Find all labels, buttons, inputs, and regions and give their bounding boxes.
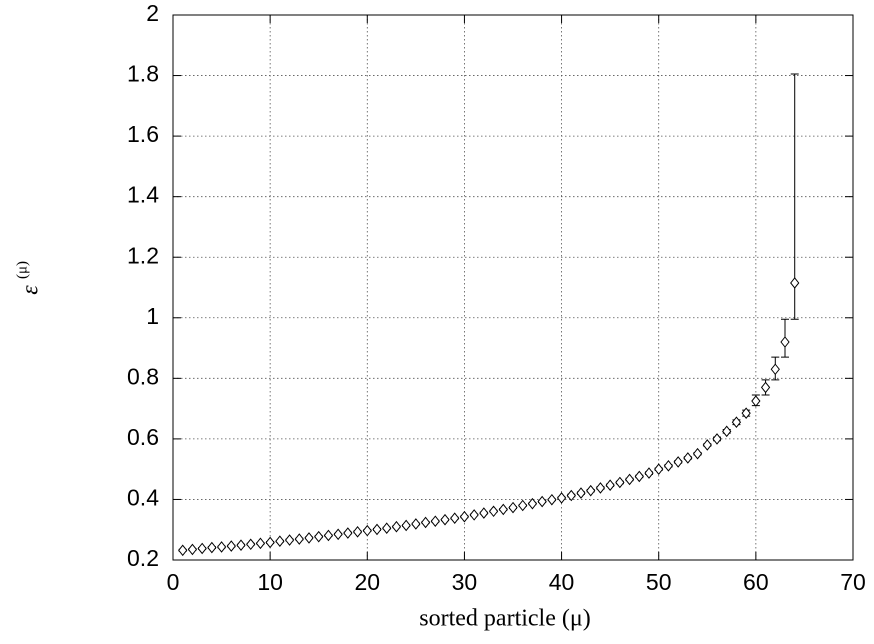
marker [459, 510, 470, 523]
marker [566, 489, 576, 502]
marker [547, 493, 557, 506]
y-tick-label: 1.8 [127, 61, 159, 87]
marker [615, 476, 625, 489]
marker [420, 516, 431, 529]
marker [411, 518, 421, 530]
marker [275, 535, 285, 548]
x-tick-label: 20 [354, 569, 380, 595]
marker [770, 363, 780, 376]
marker [537, 495, 547, 508]
marker [634, 470, 644, 483]
y-axis-label: ε [18, 285, 44, 295]
x-tick-label: 0 [167, 569, 180, 595]
marker [760, 381, 771, 394]
y-tick-label: 0.2 [127, 545, 159, 571]
marker [207, 541, 217, 554]
x-tick-label: 40 [549, 569, 575, 595]
marker [450, 512, 460, 525]
marker [673, 456, 683, 468]
marker [586, 484, 596, 497]
marker [236, 539, 246, 551]
y-tick-label: 1.6 [127, 121, 159, 147]
plot-frame [172, 14, 854, 561]
marker [362, 524, 372, 537]
x-axis-label: sorted particle (μ) [419, 606, 590, 632]
marker [294, 533, 304, 545]
marker [333, 528, 343, 541]
marker [352, 526, 363, 538]
marker [178, 544, 188, 557]
y-tick-label: 2 [146, 0, 159, 26]
marker [382, 522, 392, 535]
marker [323, 529, 334, 542]
marker [731, 416, 742, 429]
x-tick-label: 60 [743, 569, 769, 595]
marker [197, 542, 207, 555]
marker [343, 527, 353, 539]
marker [605, 479, 615, 492]
marker [372, 523, 382, 536]
marker [498, 503, 508, 516]
marker [304, 532, 314, 544]
marker [712, 433, 722, 445]
marker [692, 447, 703, 460]
marker [780, 336, 790, 348]
marker [751, 395, 761, 407]
marker [595, 482, 606, 494]
marker [518, 499, 528, 512]
marker [401, 519, 411, 532]
marker [216, 541, 227, 553]
marker [314, 530, 324, 543]
marker [479, 507, 489, 519]
marker [683, 452, 693, 464]
marker [284, 534, 295, 546]
marker [722, 425, 732, 438]
y-tick-label: 1.2 [127, 242, 159, 268]
y-tick-label: 0.4 [127, 485, 159, 511]
marker [702, 439, 712, 451]
marker [430, 515, 440, 528]
y-tick-label: 0.8 [127, 363, 159, 389]
x-tick-label: 50 [646, 569, 672, 595]
marker [265, 536, 275, 549]
marker [556, 492, 567, 504]
marker [654, 463, 664, 475]
marker [488, 505, 499, 518]
marker [790, 277, 800, 289]
marker [624, 473, 635, 486]
marker [576, 487, 586, 499]
marker [246, 538, 256, 551]
marker [255, 537, 266, 550]
marker [226, 540, 236, 552]
marker [741, 407, 751, 419]
marker [469, 509, 479, 521]
x-tick-label: 70 [840, 569, 866, 595]
marker [663, 460, 674, 472]
marker [391, 520, 402, 533]
x-tick-label: 30 [452, 569, 478, 595]
marker [527, 497, 538, 510]
y-tick-label: 0.6 [127, 424, 159, 450]
y-tick-label: 1 [146, 303, 159, 329]
marker [644, 467, 654, 479]
marker [440, 513, 450, 526]
x-tick-label: 10 [257, 569, 283, 595]
y-axis-label-sup: (μ) [14, 261, 30, 279]
y-tick-label: 1.4 [127, 182, 159, 208]
marker [508, 501, 518, 514]
marker [187, 543, 198, 556]
